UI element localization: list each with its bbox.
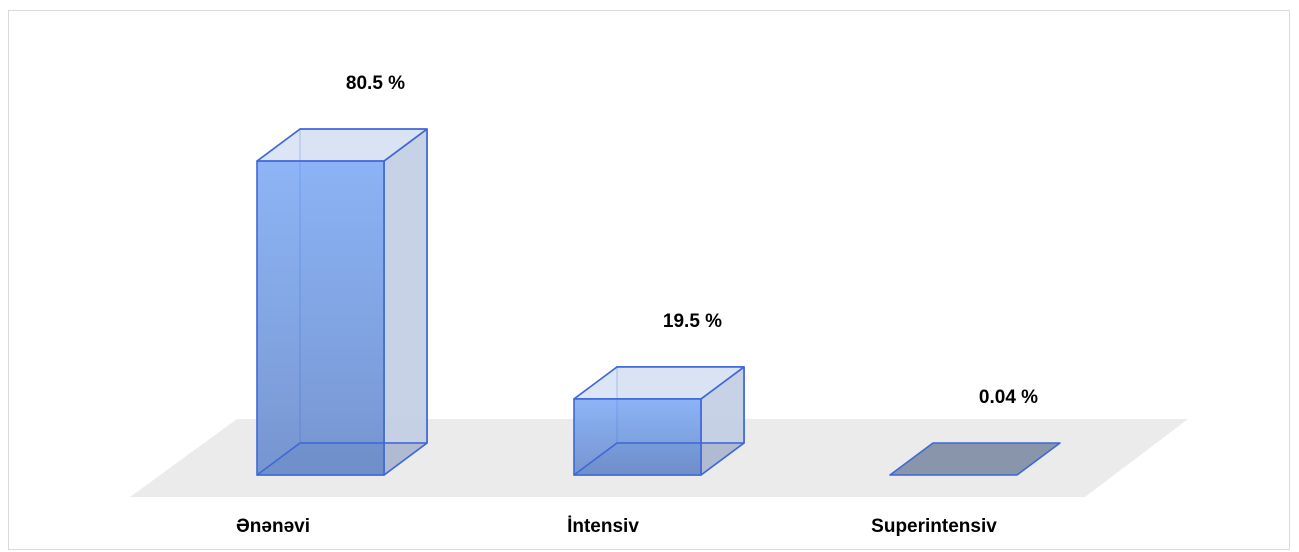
category-label-1: Ənənəvi: [236, 516, 310, 537]
data-labels-layer: 80.5 % 19.5 % 0.04 %: [346, 73, 1038, 408]
bar-front-face: [256, 160, 385, 476]
bar-base-left-edge: [256, 442, 301, 476]
bar-side-face: [383, 128, 428, 476]
data-label-2: 19.5 %: [663, 311, 722, 332]
category-label-3: Superintensiv: [871, 516, 997, 537]
data-label-1: 80.5 %: [346, 73, 405, 94]
bar-1: [256, 128, 428, 476]
bar-3: [889, 442, 1061, 476]
bar-base-flat: [889, 442, 1061, 476]
bars-layer: [256, 128, 1061, 476]
bar-base-left-edge: [573, 442, 618, 476]
category-labels-layer: Ənənəvi İntensiv Superintensiv: [236, 516, 997, 537]
category-label-2: İntensiv: [567, 516, 639, 537]
data-label-3: 0.04 %: [979, 387, 1038, 408]
bar-front-face: [573, 398, 702, 476]
bar-2: [573, 366, 745, 476]
